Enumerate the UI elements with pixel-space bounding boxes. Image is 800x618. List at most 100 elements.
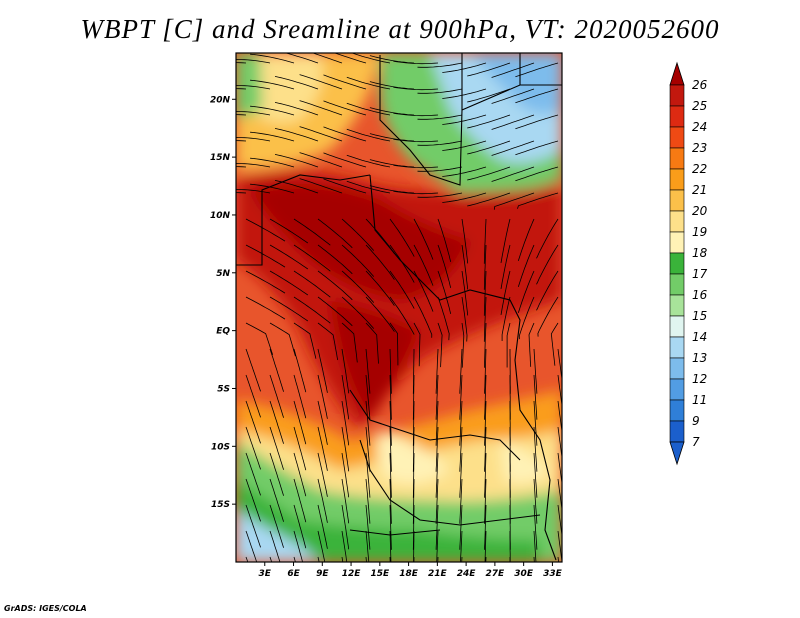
- streamline: [341, 452, 350, 498]
- streamline: [299, 152, 343, 168]
- colorbar-swatch: [669, 231, 685, 254]
- x-tick-label: 6E: [287, 569, 300, 579]
- streamline: [393, 190, 439, 195]
- streamline: [389, 452, 392, 498]
- streamline: [484, 478, 487, 524]
- streamline: [365, 270, 395, 306]
- streamline: [467, 140, 511, 155]
- streamline: [515, 62, 559, 78]
- streamline: [442, 114, 487, 125]
- streamline: [365, 244, 395, 280]
- streamline: [459, 400, 463, 446]
- streamline: [317, 478, 328, 523]
- streamline: [284, 53, 319, 64]
- x-tick-label: 30E: [514, 569, 534, 579]
- streamline: [317, 530, 326, 562]
- colorbar-label: 26: [692, 78, 708, 92]
- streamline: [413, 218, 434, 260]
- streamline: [317, 218, 353, 249]
- streamline: [536, 270, 559, 311]
- streamline: [236, 59, 271, 64]
- streamline: [413, 322, 421, 367]
- streamline: [299, 74, 343, 90]
- colorbar-swatch: [669, 378, 685, 401]
- streamline: [500, 244, 511, 289]
- streamline: [557, 374, 562, 409]
- streamline: [323, 74, 367, 90]
- colorbar-label: 18: [692, 246, 708, 260]
- colorbar-label: 9: [692, 414, 700, 428]
- streamline: [557, 530, 562, 562]
- streamline: [389, 400, 392, 446]
- streamline: [293, 504, 307, 549]
- streamline: [269, 530, 281, 562]
- streamline: [435, 374, 439, 420]
- streamline: [491, 114, 535, 130]
- streamline: [550, 322, 559, 366]
- streamline: [533, 504, 538, 550]
- streamline: [517, 192, 559, 209]
- x-tick-label: 12E: [342, 569, 362, 579]
- streamline: [341, 296, 375, 329]
- streamline: [393, 112, 439, 117]
- streamline: [515, 166, 559, 182]
- streamline: [341, 270, 375, 303]
- streamline: [317, 400, 328, 445]
- streamline: [491, 166, 535, 182]
- streamline: [484, 452, 487, 498]
- streamline: [389, 530, 392, 562]
- streamline: [557, 556, 560, 562]
- streamline: [557, 348, 562, 383]
- colorbar-label: 15: [692, 309, 707, 323]
- streamline: [442, 62, 487, 73]
- streamline: [389, 426, 392, 472]
- streamline: [393, 60, 439, 65]
- colorbar-label: 16: [692, 288, 708, 302]
- streamline: [484, 530, 487, 562]
- streamline: [293, 478, 307, 523]
- streamline: [412, 401, 415, 446]
- streamline: [557, 400, 562, 435]
- streamline: [533, 348, 538, 394]
- streamline: [365, 400, 371, 446]
- streamline: [460, 530, 463, 562]
- streamline: [437, 244, 452, 288]
- streamline: [341, 400, 350, 446]
- streamline: [389, 218, 415, 257]
- streamline: [236, 192, 247, 194]
- colorbar-label: 14: [692, 330, 707, 344]
- streamline: [245, 504, 261, 548]
- streamline: [389, 296, 415, 335]
- streamline: [417, 166, 463, 172]
- streamline: [250, 53, 295, 64]
- streamline: [293, 270, 331, 298]
- streamline: [417, 192, 463, 198]
- streamline: [515, 114, 559, 130]
- streamline: [459, 504, 463, 550]
- streamline: [250, 79, 295, 90]
- streamline: [245, 374, 261, 418]
- streamline: [501, 296, 511, 341]
- streamline: [245, 530, 258, 562]
- colorbar-swatch: [669, 336, 685, 359]
- streamline: [236, 140, 247, 142]
- streamline: [245, 478, 261, 522]
- streamline: [341, 348, 350, 394]
- streamline: [323, 152, 367, 168]
- streamline: [484, 348, 487, 394]
- streamline: [317, 504, 328, 549]
- streamline: [389, 478, 392, 524]
- streamline: [323, 178, 367, 194]
- x-tick-label: 21E: [428, 569, 448, 579]
- streamline: [250, 157, 295, 168]
- colorbar-swatch: [669, 294, 685, 317]
- streamline: [269, 270, 309, 296]
- streamline: [389, 322, 399, 366]
- streamline: [365, 530, 370, 562]
- streamline: [484, 322, 487, 368]
- streamline: [245, 244, 286, 268]
- y-tick-label: 15N: [210, 153, 231, 163]
- streamline: [515, 88, 559, 104]
- streamline: [269, 348, 284, 392]
- streamline: [528, 322, 535, 367]
